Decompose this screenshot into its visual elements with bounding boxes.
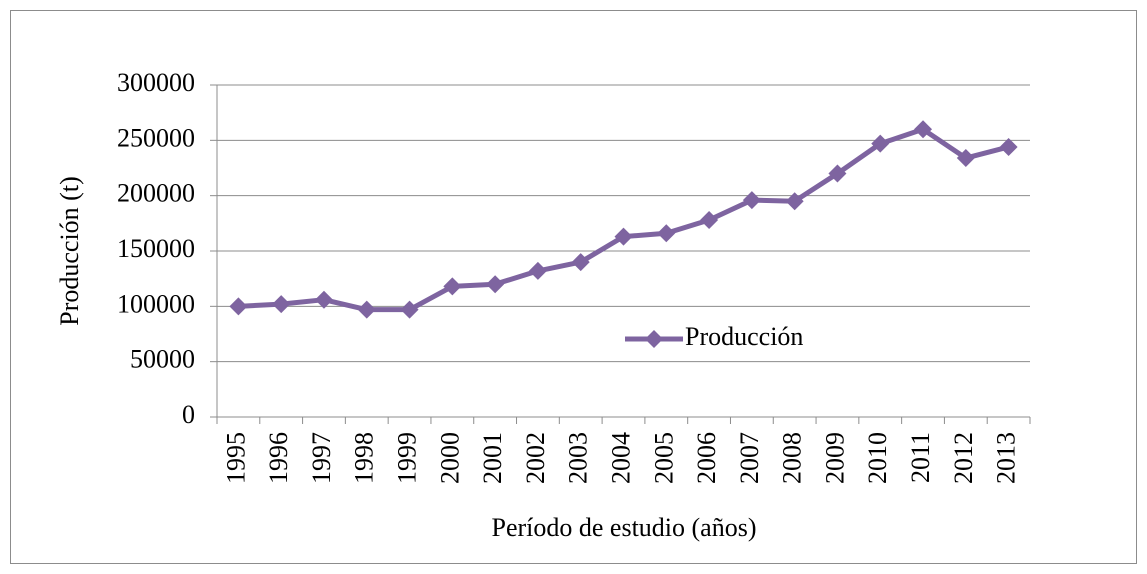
- point-marker: [314, 290, 333, 309]
- point-marker: [272, 295, 291, 314]
- point-marker: [828, 164, 847, 183]
- point-marker: [571, 253, 590, 272]
- point-marker: [914, 120, 933, 139]
- y-tick-label: 300000: [117, 68, 195, 97]
- x-tick-label: 2006: [692, 432, 721, 484]
- x-tick-label: 1999: [393, 432, 422, 484]
- x-tick-label: 2000: [435, 432, 464, 484]
- legend-marker: [645, 330, 663, 348]
- x-tick-label: 2012: [949, 432, 978, 484]
- x-tick-label: 2001: [478, 432, 507, 484]
- y-tick-label: 50000: [130, 345, 195, 374]
- y-tick-label: 100000: [117, 289, 195, 318]
- x-tick-label: 2011: [906, 432, 935, 483]
- x-tick-label: 2003: [564, 432, 593, 484]
- x-tick-label: 1996: [264, 432, 293, 484]
- point-marker: [528, 261, 547, 280]
- x-tick-label: 2007: [735, 432, 764, 484]
- x-tick-label: 1998: [350, 432, 379, 484]
- point-marker: [443, 277, 462, 296]
- y-tick-label: 150000: [117, 234, 195, 263]
- point-marker: [400, 300, 419, 319]
- x-tick-label: 2008: [778, 432, 807, 484]
- y-tick-label: 0: [182, 400, 195, 429]
- point-marker: [999, 137, 1018, 156]
- point-marker: [614, 227, 633, 246]
- point-marker: [657, 224, 676, 243]
- x-tick-label: 2009: [820, 432, 849, 484]
- x-tick-label: 1997: [307, 432, 336, 484]
- point-marker: [871, 134, 890, 153]
- point-marker: [956, 149, 975, 168]
- point-marker: [229, 297, 248, 316]
- y-tick-label: 200000: [117, 179, 195, 208]
- point-marker: [700, 211, 719, 230]
- legend-label: Producción: [685, 322, 803, 351]
- point-marker: [486, 275, 505, 294]
- x-tick-label: 2002: [521, 432, 550, 484]
- x-axis-label: Período de estudio (años): [491, 513, 756, 542]
- chart-border: [10, 10, 1137, 564]
- point-marker: [742, 191, 761, 210]
- x-tick-label: 2004: [606, 432, 635, 484]
- x-tick-label: 2010: [863, 432, 892, 484]
- y-axis-label: Producción (t): [55, 176, 84, 325]
- y-tick-label: 250000: [117, 123, 195, 152]
- x-tick-label: 1995: [221, 432, 250, 484]
- point-marker: [785, 192, 804, 211]
- point-marker: [357, 300, 376, 319]
- x-tick-label: 2005: [649, 432, 678, 484]
- x-tick-label: 2013: [992, 432, 1021, 484]
